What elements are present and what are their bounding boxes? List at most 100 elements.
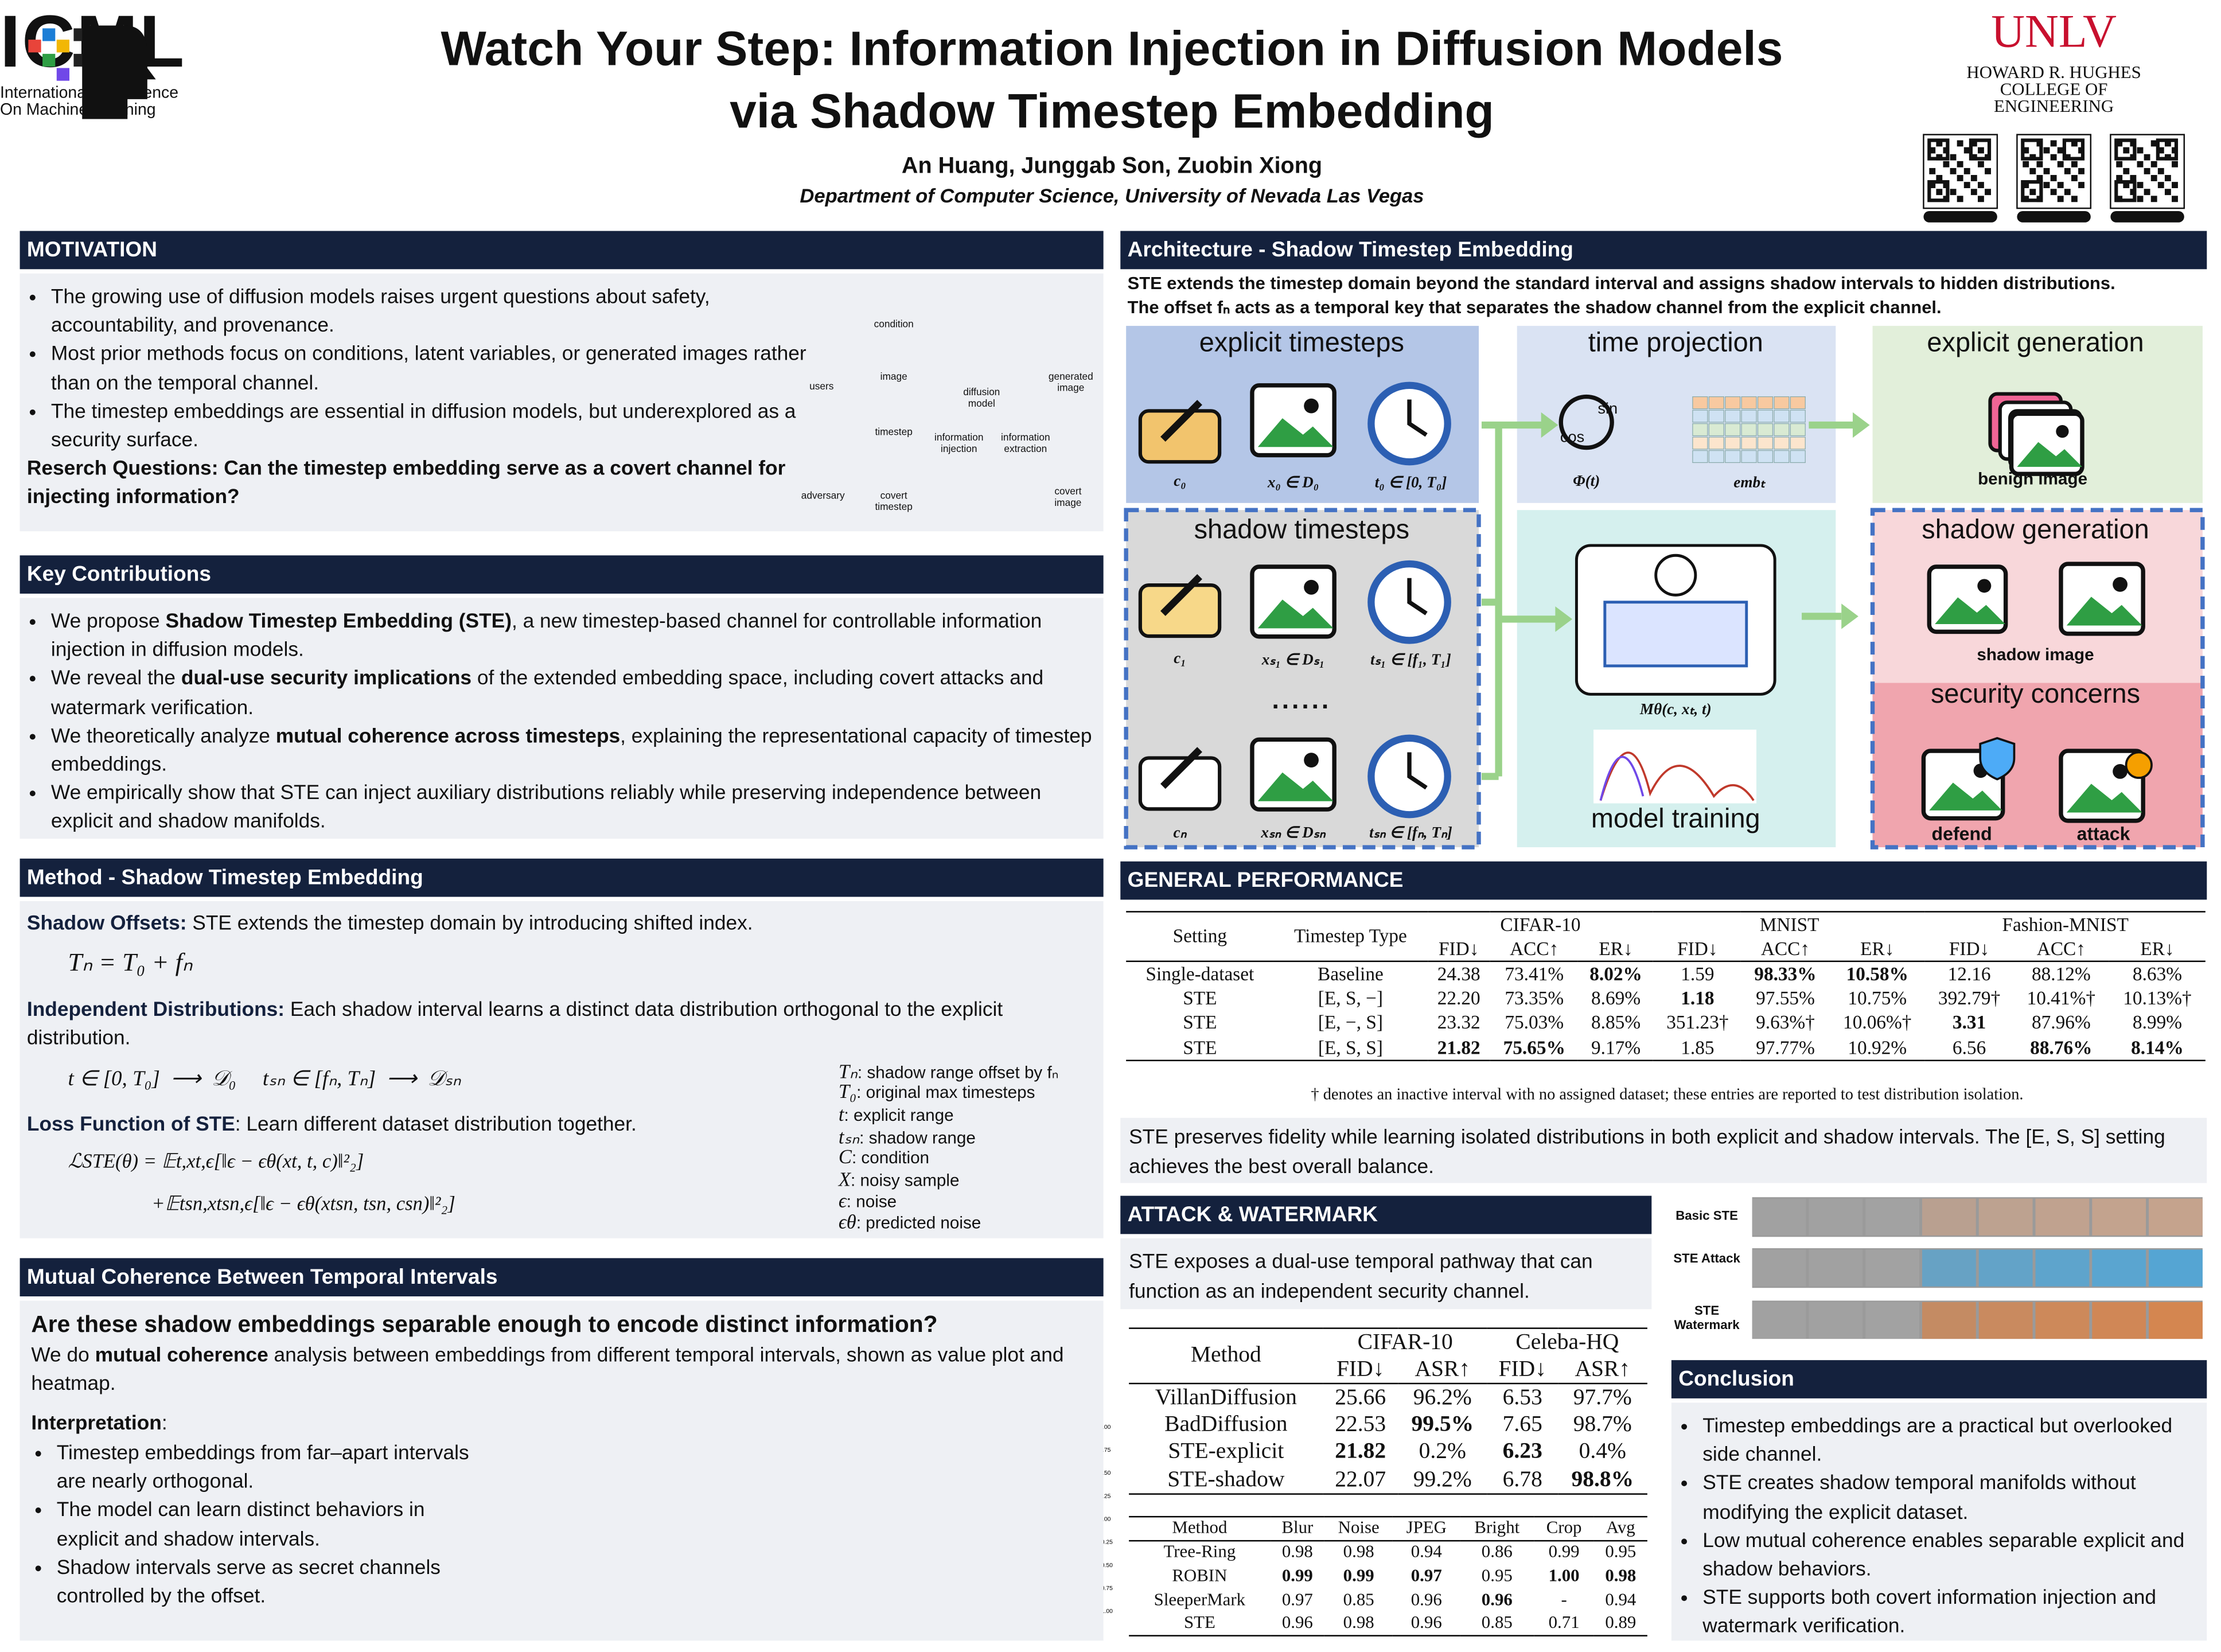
table-cell: 87.96% [2031, 1012, 2091, 1034]
box-title: shadow generation [1922, 516, 2149, 546]
table-row: STE-explicit 21.82 0.2% 6.23 0.4% [1129, 1439, 1647, 1466]
table-cell: 0.96 [1410, 1612, 1442, 1633]
image-icon-sun [2113, 764, 2128, 779]
panel [1671, 1402, 2207, 1641]
unet-icon [1603, 601, 1748, 668]
sample-image [1809, 1198, 1863, 1236]
embedding-cell [1725, 450, 1741, 463]
embedding-cell [1757, 450, 1774, 463]
table-cell: 0.98 [1343, 1542, 1374, 1562]
section-heading: ATTACK & WATERMARK [1120, 1195, 1652, 1234]
header-row: Method CIFAR-10 Celeba-HQ [1129, 1328, 1647, 1367]
qr-caption-bar [1923, 211, 1997, 223]
legend-symbol: C [838, 1148, 852, 1170]
box-title: security concerns [1930, 680, 2141, 710]
sample-image [1752, 1302, 1806, 1339]
colorbar-tick-label: 1.00 [1099, 1424, 1110, 1431]
panel [1120, 1117, 2207, 1183]
table-cell: 0.85 [1481, 1612, 1513, 1633]
qr-finder [2114, 138, 2137, 161]
qr-module [2057, 182, 2064, 189]
table-cell: 0.71 [1548, 1612, 1580, 1633]
table-cell: 10.75% [1848, 987, 1907, 1009]
pen-icon [1160, 747, 1202, 789]
table-cell: 0.94 [1605, 1589, 1636, 1610]
item-label: x₀ ∈ D₀ [1267, 474, 1319, 492]
image-icon-mountain [1257, 599, 1334, 629]
embedding-cell [1757, 437, 1774, 450]
table-body: Method CIFAR-10 Celeba-HQ FID↓ ASR↑ FID↓ ASR↑ V… [1129, 1328, 1647, 1494]
qr-module [2064, 189, 2071, 196]
table-cell: 9.17% [1591, 1036, 1641, 1058]
embedding-cell [1741, 423, 1757, 437]
sample-image [1922, 1198, 1976, 1236]
shield-icon [1979, 737, 2016, 781]
embedding-cell [1757, 423, 1774, 437]
table-cell: 25.66 [1335, 1385, 1386, 1409]
image-icon-mountain [2017, 442, 2083, 467]
qr-module [2137, 147, 2144, 154]
qr-finder [1927, 180, 1950, 202]
table-cell: 0.99 [1548, 1542, 1580, 1562]
legend-symbol: T₀ [838, 1082, 857, 1104]
authors: An Huang, Junggab Son, Zuobin Xiong [901, 154, 1322, 179]
sample-label: Basic STE [1676, 1208, 1738, 1223]
qr-module [2130, 175, 2137, 181]
poster-title: Watch Your Step: Information Injection i… [441, 22, 1783, 77]
table-cell: 0.98 [1343, 1612, 1374, 1633]
box-outline [1870, 508, 2205, 850]
legend-text: : original max timesteps [856, 1082, 1035, 1103]
card-icon [1138, 409, 1222, 464]
image-icon-sun [1304, 753, 1319, 768]
table-cell: 0.97 [1410, 1565, 1442, 1585]
column-header: Method [1190, 1343, 1261, 1367]
qr-module [2123, 182, 2130, 189]
text-label: Loss Function of STE [26, 1113, 235, 1136]
image-icon-sun [2056, 424, 2069, 438]
table-cell: 1.59 [1681, 963, 1715, 984]
qr-module [2123, 167, 2130, 174]
trig-label: sin [1597, 401, 1618, 418]
colorbar-tick-label: -0.25 [1099, 1540, 1113, 1546]
item-label: shadow image [1977, 644, 2094, 665]
figure-label: adversary [801, 492, 845, 502]
colorbar-tick-label: -0.50 [1099, 1563, 1113, 1569]
table-cell: 351.23† [1666, 1012, 1729, 1034]
embedding-cell [1692, 437, 1708, 450]
table-cell: 23.32 [1437, 1012, 1480, 1034]
item-label: c₀ [1174, 473, 1186, 490]
section-heading: MOTIVATION [20, 231, 1104, 270]
embedding-cell [1725, 396, 1741, 410]
text: , a new timestep-based channel for contr… [50, 610, 1042, 662]
embedding-cell [1741, 437, 1757, 450]
embedding-cell [1774, 437, 1790, 450]
qr-module [1957, 140, 1963, 147]
item-label: xₛ₁ ∈ Dₛ₁ [1261, 652, 1325, 669]
embedding-cell [1692, 423, 1708, 437]
figure-label: users [809, 382, 834, 393]
table-cell: 73.35% [1505, 987, 1564, 1009]
column-header: ACC↑ [2036, 937, 2086, 959]
pen-icon [1160, 574, 1202, 616]
qr-module [1957, 161, 1963, 167]
sample-image [1865, 1302, 1920, 1339]
qr-module [2071, 140, 2078, 147]
text: Timestep embeddings from far–apart inter… [56, 1442, 469, 1494]
logo-pixel [42, 28, 56, 41]
interpretation-label: Interpretation: [31, 1413, 167, 1436]
item-label: defend [1931, 823, 1992, 845]
table-cell: 12.16 [1947, 963, 1991, 984]
item-label: Mθ(c, xₜ, t) [1639, 701, 1712, 719]
qr-module [1936, 140, 1943, 147]
qr-module [2150, 140, 2157, 147]
item-label: tₛₙ ∈ [fₙ, Tₙ] [1369, 824, 1452, 842]
qr-module [1929, 167, 1936, 174]
header-row: Setting Timestep Type CIFAR-10 MNIST Fashion… [1126, 911, 2206, 946]
text: analysis between embeddings from differe… [31, 1345, 1064, 1396]
table-cell: 21.82 [1437, 1036, 1480, 1058]
qr-module [2078, 167, 2084, 174]
box-title: shadow timesteps [1194, 516, 1410, 546]
qr-module [1970, 140, 1977, 147]
box-title: time projection [1588, 329, 1763, 359]
